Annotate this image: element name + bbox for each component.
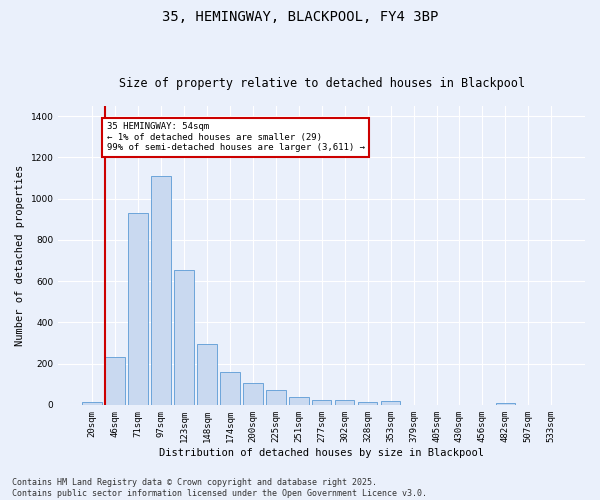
Bar [381,400,400,405]
Y-axis label: Number of detached properties: Number of detached properties [15,165,25,346]
Bar [266,390,286,405]
X-axis label: Distribution of detached houses by size in Blackpool: Distribution of detached houses by size … [159,448,484,458]
Title: Size of property relative to detached houses in Blackpool: Size of property relative to detached ho… [119,76,525,90]
Bar [128,213,148,405]
Text: Contains HM Land Registry data © Crown copyright and database right 2025.
Contai: Contains HM Land Registry data © Crown c… [12,478,427,498]
Bar [243,383,263,405]
Text: 35 HEMINGWAY: 54sqm
← 1% of detached houses are smaller (29)
99% of semi-detache: 35 HEMINGWAY: 54sqm ← 1% of detached hou… [107,122,365,152]
Text: 35, HEMINGWAY, BLACKPOOL, FY4 3BP: 35, HEMINGWAY, BLACKPOOL, FY4 3BP [162,10,438,24]
Bar [174,270,194,405]
Bar [197,344,217,405]
Bar [358,402,377,405]
Bar [335,400,355,405]
Bar [289,397,308,405]
Bar [312,400,331,405]
Bar [151,176,171,405]
Bar [220,372,239,405]
Bar [496,403,515,405]
Bar [106,358,125,405]
Bar [82,402,102,405]
